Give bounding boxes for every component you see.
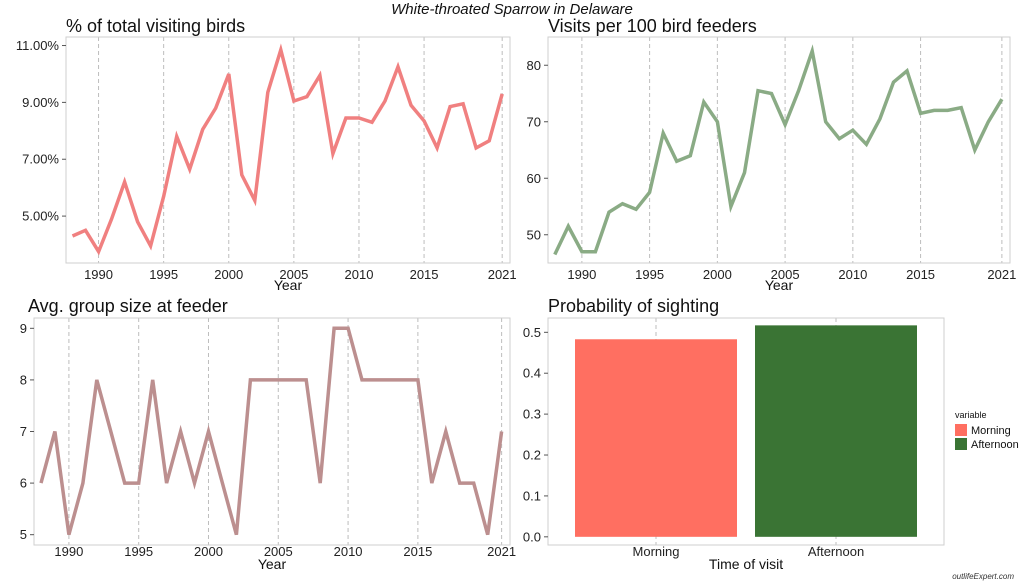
visits-xtick-label: 2000 <box>703 267 732 282</box>
pct-xtick-label: 2010 <box>345 267 374 282</box>
group-xtick-label: 1990 <box>54 544 83 559</box>
pct-xtick-label: 2000 <box>214 267 243 282</box>
visits-title: Visits per 100 bird feeders <box>548 16 757 36</box>
group-series-line <box>39 326 504 536</box>
visits-ytick-label: 70 <box>527 114 541 129</box>
visits-frame <box>547 36 1011 264</box>
pct-xtick-label: 2005 <box>279 267 308 282</box>
visits-series-line <box>553 44 1004 256</box>
legend-swatch <box>955 424 967 436</box>
prob-xtick-label: Morning <box>633 544 680 559</box>
visits-xlabel: Year <box>765 277 794 293</box>
visits-ytick-label: 60 <box>527 171 541 186</box>
group-ytick-label: 8 <box>20 372 27 387</box>
group-ytick-label: 6 <box>20 476 27 491</box>
prob-xtick-label: Afternoon <box>808 544 864 559</box>
prob-frame <box>547 317 945 546</box>
figure-title: White-throated Sparrow in Delaware <box>391 1 633 18</box>
visits-xtick-label: 1990 <box>567 267 596 282</box>
pct-xtick-label: 1990 <box>84 267 113 282</box>
group-ytick-label: 7 <box>20 424 27 439</box>
panel-prob: Probability of sighting Morning Afternoon 0… <box>523 296 945 572</box>
prob-ytick-label: 0.5 <box>523 325 541 340</box>
legend-label: Morning <box>971 425 1011 437</box>
pct-ytick-label: 9.00% <box>22 95 59 110</box>
group-xtick-label: 2015 <box>403 544 432 559</box>
group-xlabel: Year <box>258 556 287 572</box>
visits-xtick-label: 2005 <box>771 267 800 282</box>
prob-ytick-label: 0.2 <box>523 448 541 463</box>
group-ytick-label: 9 <box>20 321 27 336</box>
pct-series-line <box>71 43 504 256</box>
prob-ytick-label: 0.1 <box>523 488 541 503</box>
visits-xtick-label: 1995 <box>635 267 664 282</box>
prob-ytick-label: 0.0 <box>523 529 541 544</box>
prob-ytick-label: 0.4 <box>523 366 541 381</box>
pct-xtick-label: 2015 <box>410 267 439 282</box>
pct-xtick-label: 2021 <box>488 267 517 282</box>
group-xtick-label: 2021 <box>487 544 516 559</box>
visits-xtick-label: 2015 <box>906 267 935 282</box>
visits-xtick-label: 2010 <box>838 267 867 282</box>
bar-morning <box>575 339 737 537</box>
bar-afternoon <box>755 325 917 537</box>
prob-ytick-label: 0.3 <box>523 407 541 422</box>
group-xtick-label: 1995 <box>124 544 153 559</box>
legend-title: variable <box>955 410 987 420</box>
group-frame <box>33 317 511 546</box>
pct-frame <box>65 36 511 264</box>
legend: variable Morning Afternoon <box>955 410 1019 451</box>
pct-xlabel: Year <box>274 277 303 293</box>
pct-ytick-label: 11.00% <box>16 38 60 53</box>
panel-pct: % of total visiting birds 1990 1995 2000 200… <box>16 16 517 293</box>
panel-visits: Visits per 100 bird feeders 1990 1995 2000 2… <box>527 16 1017 293</box>
prob-xlabel: Time of visit <box>709 556 783 572</box>
visits-ytick-label: 80 <box>527 58 541 73</box>
credit-text: outlifeExpert.com <box>952 572 1014 581</box>
panel-group: Avg. group size at feeder 1990 1995 2000 200… <box>20 296 516 572</box>
group-xtick-label: 2000 <box>194 544 223 559</box>
visits-xtick-label: 2021 <box>987 267 1016 282</box>
group-ytick-label: 5 <box>20 527 27 542</box>
legend-swatch <box>955 438 967 450</box>
prob-title: Probability of sighting <box>548 296 719 316</box>
pct-xtick-label: 1995 <box>149 267 178 282</box>
pct-ytick-label: 5.00% <box>22 209 59 224</box>
legend-label: Afternoon <box>971 439 1019 451</box>
group-title: Avg. group size at feeder <box>28 296 228 316</box>
group-xtick-label: 2005 <box>264 544 293 559</box>
group-xtick-label: 2010 <box>334 544 363 559</box>
visits-ytick-label: 50 <box>527 227 541 242</box>
pct-ytick-label: 7.00% <box>22 152 59 167</box>
pct-title: % of total visiting birds <box>66 16 245 36</box>
